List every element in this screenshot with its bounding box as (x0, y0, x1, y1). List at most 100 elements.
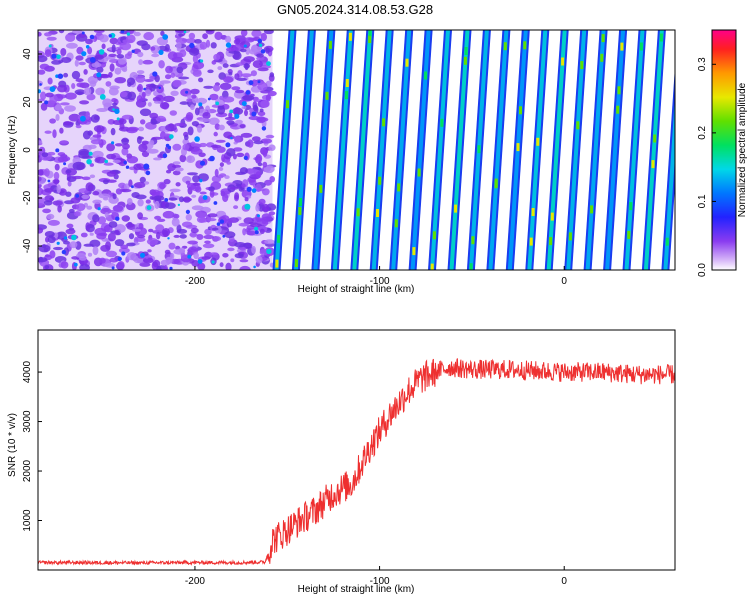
noise-blob (93, 30, 105, 33)
noise-blob (57, 84, 67, 93)
stripe-hotspot (617, 86, 621, 95)
noise-blob (256, 56, 265, 61)
noise-peak (38, 89, 41, 94)
stripe-hotspot (345, 79, 349, 87)
noise-blob (79, 263, 90, 270)
noise-blob (257, 67, 269, 72)
noise-blob (255, 204, 260, 212)
noise-blob (70, 197, 81, 204)
stripe-core (449, 30, 470, 270)
x-tick-label: 0 (561, 276, 567, 287)
noise-peak (162, 34, 169, 40)
noise-blob (155, 115, 166, 122)
noise-peak (185, 90, 189, 94)
noise-peak (258, 43, 263, 47)
noise-peak (187, 254, 192, 259)
noise-peak (254, 230, 259, 235)
noise-blob (185, 214, 192, 221)
noise-blob (44, 265, 50, 269)
snr-x-ticks: -200 -100 0 (185, 566, 567, 587)
noise-blob (79, 100, 90, 105)
noise-blob (138, 59, 144, 65)
noise-blob (53, 246, 63, 251)
stripe-hotspot (580, 61, 584, 70)
spectrogram-x-label: Height of straight line (km) (298, 284, 415, 295)
noise-peak (89, 34, 95, 40)
x-tick-label: 0 (561, 576, 567, 587)
noise-blob (196, 124, 203, 133)
noise-blob (264, 179, 272, 186)
stripe-hotspot (299, 198, 302, 206)
noise-peak (199, 160, 206, 166)
noise-blob (38, 169, 44, 176)
noise-blob (187, 172, 198, 176)
noise-blob (175, 42, 182, 50)
noise-blob (224, 116, 236, 121)
noise-blob (210, 144, 222, 148)
noise-blob (194, 107, 200, 116)
noise-blob (95, 51, 108, 59)
noise-blob (44, 130, 52, 134)
noise-blob (157, 154, 164, 159)
noise-blob (226, 120, 235, 125)
noise-blob (219, 173, 227, 177)
noise-peak (81, 51, 87, 57)
noise-blob (195, 210, 208, 219)
stripe-hotspot (529, 237, 533, 246)
noise-blob (49, 250, 56, 259)
noise-blob (225, 35, 232, 44)
stripe-hotspot (325, 91, 329, 100)
noise-blob (209, 190, 215, 198)
noise-blob (133, 163, 142, 171)
noise-peak (257, 38, 263, 44)
noise-blob (191, 260, 200, 267)
noise-blob (213, 131, 218, 137)
noise-peak (111, 141, 115, 145)
colorbar-ticks: 0.0 0.1 0.2 0.3 (697, 57, 716, 277)
noise-blob (60, 48, 67, 56)
noise-blob (168, 197, 178, 201)
noise-blob (255, 255, 263, 264)
noise-blob (54, 163, 60, 171)
noise-blob (117, 261, 125, 270)
x-tick-label: -100 (370, 276, 390, 287)
noise-blob (187, 240, 199, 245)
noise-blob (100, 207, 112, 215)
noise-blob (172, 161, 181, 165)
noise-blob (232, 107, 244, 115)
noise-peak (243, 155, 248, 160)
noise-blob (223, 76, 234, 83)
noise-blob (153, 195, 165, 201)
noise-blob (163, 265, 169, 270)
colorbar-label: Normalized spectral amplitude (737, 82, 748, 217)
noise-peak (61, 249, 67, 255)
noise-blob (175, 167, 184, 172)
noise-blob (115, 188, 123, 195)
noise-blob (164, 249, 171, 255)
noise-blob (92, 199, 102, 204)
stripe-hotspot (616, 105, 620, 114)
noise-peak (229, 109, 234, 114)
noise-blob (173, 80, 182, 87)
noise-blob (196, 234, 204, 240)
x-tick-label: -200 (185, 276, 205, 287)
noise-blob (100, 88, 105, 95)
stripe-hotspot (627, 230, 631, 239)
noise-blob (190, 148, 203, 155)
noise-blob (154, 200, 160, 209)
noise-peak (165, 143, 170, 148)
noise-peak (261, 126, 267, 131)
noise-blob (167, 163, 176, 172)
noise-blob (126, 156, 139, 164)
noise-blob (238, 222, 249, 227)
noise-peak (198, 102, 203, 107)
colorbar-tick-label: 0.0 (697, 263, 708, 277)
noise-blob (269, 72, 275, 78)
noise-blob (185, 155, 196, 163)
snr-frame (37, 329, 676, 571)
noise-blob (146, 148, 159, 154)
noise-blob (268, 144, 276, 151)
noise-peak (49, 86, 56, 92)
noise-peak (152, 71, 158, 77)
